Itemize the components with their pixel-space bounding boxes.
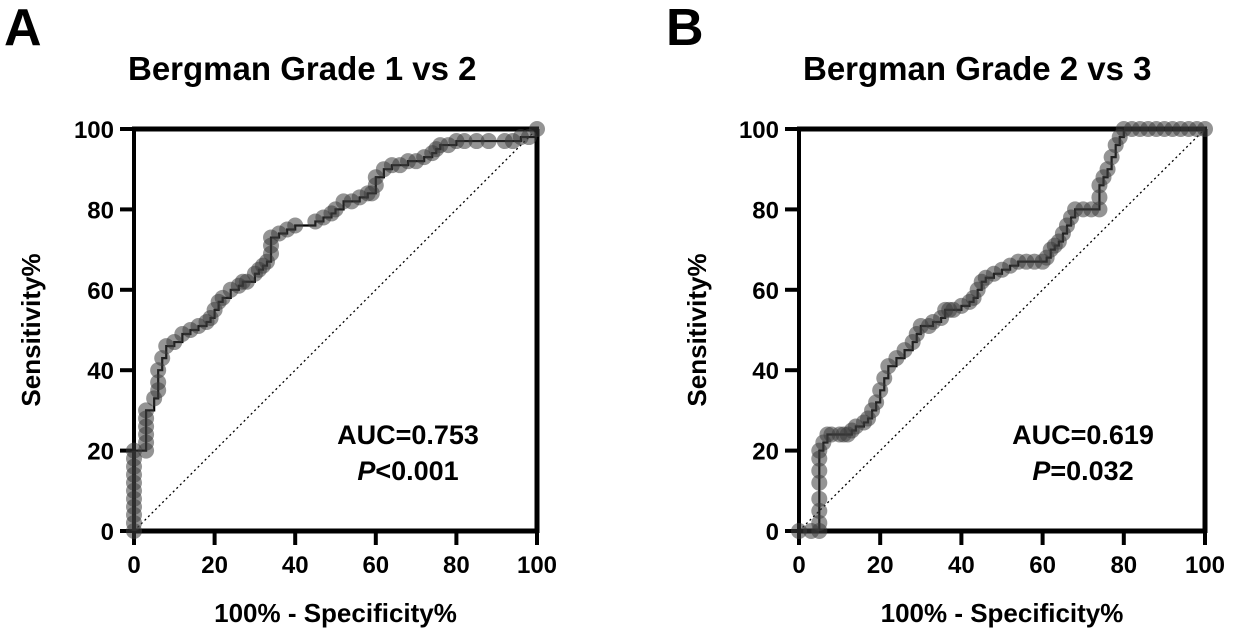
x-axis-title: 100% - Specificity%: [881, 598, 1124, 628]
roc-point: [811, 502, 828, 519]
roc-point: [529, 121, 545, 137]
panel-label-b: B: [666, 0, 704, 57]
roc-point: [811, 474, 828, 491]
p-value-annotation: P=0.032: [1032, 456, 1133, 486]
x-tick-label: 20: [201, 552, 228, 579]
x-tick-label: 20: [867, 552, 894, 579]
y-tick-label: 20: [87, 439, 114, 466]
roc-point: [150, 362, 167, 379]
x-tick-label: 0: [127, 552, 140, 579]
panel-label-a: A: [4, 0, 42, 57]
auc-annotation: AUC=0.619: [1012, 420, 1154, 450]
roc-point: [1099, 161, 1116, 178]
x-tick-label: 40: [948, 552, 975, 579]
chart-b: 0 20 40 60 80 100 0 20 40 60 80 100 100% - Specifici…: [682, 117, 1225, 628]
roc-markers: [126, 121, 545, 539]
chart-a: 0 20 40 60 80 100 0 20 40 60 80 100 100% - Specifici…: [16, 117, 557, 628]
x-axis-title: 100% - Specificity%: [214, 598, 457, 628]
roc-point: [811, 514, 828, 531]
x-tick-label: 100: [517, 552, 557, 579]
roc-point: [1103, 149, 1120, 166]
x-tick-label: 80: [1110, 552, 1137, 579]
x-tick-label: 100: [1185, 552, 1225, 579]
chart-title-b: Bergman Grade 2 vs 3: [803, 50, 1152, 87]
y-axis-title: Sensitivity%: [16, 253, 46, 406]
chart-title-a: Bergman Grade 1 vs 2: [128, 50, 477, 87]
x-tick-label: 60: [1029, 552, 1056, 579]
roc-point: [1197, 121, 1213, 137]
x-tick-label: 40: [282, 552, 309, 579]
x-tick-label: 60: [362, 552, 389, 579]
y-tick-label: 40: [87, 358, 114, 385]
roc-point: [1091, 189, 1108, 206]
y-tick-label: 100: [739, 117, 779, 144]
roc-point: [811, 490, 828, 507]
p-value-text: <0.001: [375, 456, 458, 486]
roc-point: [456, 133, 473, 150]
roc-point: [872, 382, 889, 399]
p-value-annotation: P<0.001: [357, 456, 458, 486]
y-tick-label: 60: [87, 278, 114, 305]
p-symbol: P: [357, 456, 376, 486]
roc-point: [1091, 201, 1108, 218]
roc-point: [287, 217, 304, 234]
roc-markers: [791, 121, 1213, 539]
reference-diagonal-line: [798, 128, 1206, 532]
roc-point: [480, 133, 497, 150]
y-tick-label: 0: [766, 519, 779, 546]
roc-point: [126, 442, 142, 459]
x-tick-label: 0: [792, 552, 805, 579]
roc-point: [468, 133, 485, 150]
y-axis-title: Sensitivity%: [682, 253, 712, 406]
y-tick-label: 80: [87, 197, 114, 224]
roc-point: [876, 370, 893, 387]
roc-point: [138, 402, 155, 419]
y-tick-label: 60: [752, 278, 779, 305]
y-tick-label: 0: [101, 519, 114, 546]
y-tick-label: 20: [752, 439, 779, 466]
roc-point: [791, 523, 807, 539]
y-tick-label: 80: [752, 197, 779, 224]
roc-point: [868, 394, 885, 411]
y-tick-label: 100: [74, 117, 114, 144]
p-value-text: =0.032: [1050, 456, 1133, 486]
roc-point: [154, 350, 171, 367]
auc-annotation: AUC=0.753: [337, 420, 479, 450]
x-tick-label: 80: [443, 552, 470, 579]
y-tick-label: 40: [752, 358, 779, 385]
roc-point: [150, 374, 167, 391]
p-symbol: P: [1032, 456, 1051, 486]
roc-point: [811, 462, 828, 479]
